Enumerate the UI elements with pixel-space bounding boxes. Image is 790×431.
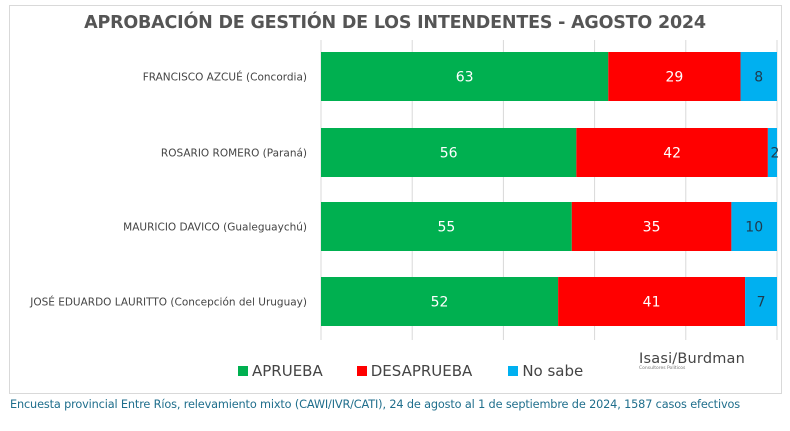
bar-aprueba-1 bbox=[321, 128, 577, 177]
bar-desaprueba-1 bbox=[576, 128, 768, 177]
category-labels: FRANCISCO AZCUÉ (Concordia) ROSARIO ROMER… bbox=[29, 71, 307, 309]
data-label-aprueba-3: 52 bbox=[431, 295, 449, 311]
logo-name: Isasi/Burdman bbox=[639, 351, 746, 367]
chart-title: APROBACIÓN DE GESTIÓN DE LOS INTENDENTES… bbox=[84, 13, 706, 33]
data-label-no-sabe-3: 7 bbox=[757, 295, 766, 311]
bar-aprueba-3 bbox=[321, 277, 559, 326]
legend-swatch bbox=[508, 366, 519, 376]
legend-swatch bbox=[238, 366, 248, 376]
bar-aprueba-0 bbox=[321, 52, 609, 101]
category-label-1: ROSARIO ROMERO (Paraná) bbox=[161, 148, 307, 160]
bar-desaprueba-0 bbox=[608, 52, 741, 101]
data-label-aprueba-2: 55 bbox=[437, 220, 455, 236]
logo: Isasi/Burdman Consultores Políticos bbox=[639, 351, 745, 371]
logo-subtitle: Consultores Políticos bbox=[639, 366, 686, 371]
category-label-0: FRANCISCO AZCUÉ (Concordia) bbox=[143, 71, 307, 84]
bar-no-sabe-3 bbox=[745, 277, 777, 326]
legend-label: APRUEBA bbox=[252, 362, 323, 380]
bars: 63 29 8 56 42 2 55 35 10 52 41 7 bbox=[321, 52, 779, 326]
footnote: Encuesta provincial Entre Ríos, relevami… bbox=[10, 398, 740, 411]
legend-item-aprueba: APRUEBA bbox=[238, 362, 323, 380]
legend-label: No sabe bbox=[522, 362, 584, 380]
data-label-desaprueba-3: 41 bbox=[643, 295, 661, 311]
data-label-no-sabe-1: 2 bbox=[771, 146, 780, 162]
legend-item-desaprueba: DESAPRUEBA bbox=[356, 362, 473, 380]
data-label-aprueba-0: 63 bbox=[456, 70, 474, 86]
bar-desaprueba-3 bbox=[558, 277, 746, 326]
bar-no-sabe-0 bbox=[740, 52, 777, 101]
legend-label: DESAPRUEBA bbox=[370, 362, 473, 380]
bar-aprueba-2 bbox=[321, 202, 572, 251]
data-label-aprueba-1: 56 bbox=[440, 146, 458, 162]
bar-no-sabe-2 bbox=[731, 202, 777, 251]
data-label-desaprueba-2: 35 bbox=[643, 220, 661, 236]
legend-item-no-sabe: No sabe bbox=[508, 362, 583, 380]
legend-swatch bbox=[356, 366, 367, 376]
category-label-3: JOSÉ EDUARDO LAURITTO (Concepción del Ur… bbox=[29, 296, 307, 309]
data-label-no-sabe-0: 8 bbox=[754, 70, 763, 86]
bar-desaprueba-2 bbox=[571, 202, 732, 251]
data-label-desaprueba-1: 42 bbox=[663, 146, 681, 162]
bar-no-sabe-1 bbox=[767, 128, 777, 177]
data-label-desaprueba-0: 29 bbox=[665, 70, 683, 86]
category-label-2: MAURICIO DAVICO (Gualeguaychú) bbox=[123, 222, 307, 234]
data-label-no-sabe-2: 10 bbox=[745, 220, 763, 236]
legend: APRUEBA DESAPRUEBA No sabe bbox=[238, 362, 603, 380]
